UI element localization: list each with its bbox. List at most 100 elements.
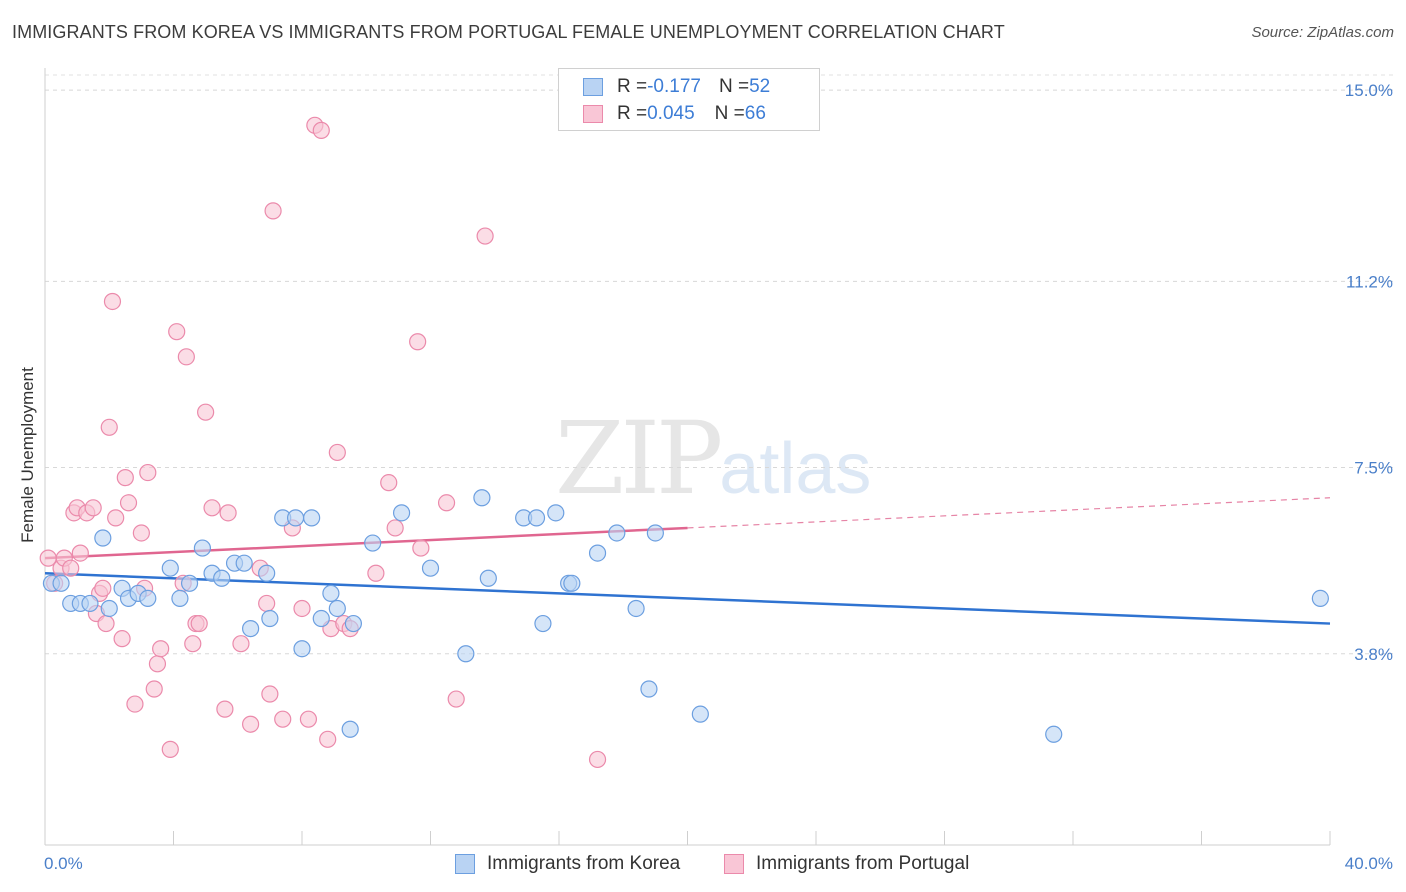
korea-point bbox=[547, 504, 565, 522]
portugal-point bbox=[168, 323, 186, 341]
portugal-point bbox=[264, 202, 282, 220]
portugal-point bbox=[116, 469, 134, 487]
portugal-point bbox=[113, 630, 131, 648]
korea-point bbox=[312, 609, 330, 628]
x-tick-label: 0.0% bbox=[44, 854, 83, 873]
korea-point bbox=[100, 599, 118, 618]
portugal-point bbox=[103, 292, 122, 311]
portugal-point bbox=[386, 519, 404, 537]
portugal-point bbox=[97, 614, 115, 633]
portugal-r-value: 0.045 bbox=[647, 103, 695, 124]
korea-n-label: N = bbox=[718, 76, 750, 97]
bottom-legend-korea: Immigrants from Korea bbox=[455, 851, 680, 877]
korea-point bbox=[364, 534, 382, 552]
korea-point bbox=[341, 720, 359, 738]
korea-trend bbox=[44, 571, 1331, 625]
portugal-r-label: R = bbox=[617, 103, 648, 124]
korea-point bbox=[213, 569, 231, 587]
korea-point bbox=[563, 574, 581, 592]
portugal-point bbox=[94, 579, 112, 597]
korea-point bbox=[235, 554, 253, 572]
portugal-point bbox=[203, 499, 221, 517]
x-tick-label: 40.0% bbox=[1345, 854, 1393, 873]
portugal-point bbox=[148, 655, 167, 673]
bottom-korea-label: Immigrants from Korea bbox=[487, 853, 681, 874]
portugal-point bbox=[216, 700, 234, 718]
watermark-atlas: atlas bbox=[719, 429, 872, 509]
portugal-point bbox=[100, 418, 118, 436]
portugal-point bbox=[319, 730, 337, 748]
portugal-point bbox=[412, 539, 430, 557]
portugal-point bbox=[184, 635, 202, 653]
korea-r-value: -0.177 bbox=[647, 76, 701, 97]
portugal-point bbox=[152, 640, 170, 658]
korea-point bbox=[94, 529, 112, 547]
portugal-point bbox=[258, 594, 276, 613]
correlation-legend: R = -0.177 N = 52 R = 0.045 N = 66 bbox=[558, 68, 820, 131]
portugal-point bbox=[126, 695, 144, 713]
korea-point bbox=[261, 609, 279, 628]
korea-point bbox=[527, 509, 546, 527]
data-points bbox=[39, 116, 1329, 769]
portugal-point bbox=[588, 750, 607, 769]
korea-point bbox=[588, 544, 607, 562]
legend-row-korea: R = -0.177 N = 52 bbox=[583, 75, 770, 99]
bottom-korea-swatch bbox=[455, 854, 475, 874]
portugal-point bbox=[197, 403, 215, 421]
portugal-point bbox=[232, 635, 250, 653]
korea-point bbox=[52, 574, 70, 592]
portugal-point bbox=[312, 121, 330, 139]
portugal-point bbox=[145, 680, 163, 698]
korea-point bbox=[534, 614, 552, 633]
portugal-point bbox=[62, 559, 80, 577]
korea-point bbox=[293, 640, 311, 658]
watermark-zip: ZIP bbox=[555, 400, 723, 517]
portugal-point bbox=[161, 740, 179, 758]
portugal-point bbox=[84, 499, 102, 517]
portugal-point bbox=[380, 474, 398, 492]
portugal-point bbox=[219, 504, 237, 522]
portugal-point bbox=[261, 685, 279, 703]
portugal-point bbox=[190, 614, 208, 633]
portugal-point bbox=[71, 544, 89, 562]
korea-point bbox=[139, 589, 157, 607]
y-tick-label: 15.0% bbox=[1345, 81, 1393, 100]
korea-point bbox=[81, 594, 99, 613]
chart-title: IMMIGRANTS FROM KOREA VS IMMIGRANTS FROM… bbox=[12, 22, 1005, 42]
portugal-point bbox=[139, 463, 157, 482]
korea-point bbox=[457, 645, 475, 663]
y-axis-title: Female Unemployment bbox=[18, 367, 37, 543]
korea-point bbox=[161, 559, 179, 577]
korea-r-label: R = bbox=[617, 76, 648, 97]
y-tick-label: 7.5% bbox=[1354, 459, 1393, 478]
korea-swatch bbox=[583, 78, 603, 96]
portugal-point bbox=[409, 333, 427, 351]
source-label: Source: ZipAtlas.com bbox=[1251, 24, 1394, 41]
portugal-point bbox=[437, 494, 456, 512]
y-tick-label: 3.8% bbox=[1354, 645, 1393, 664]
korea-point bbox=[421, 559, 440, 577]
korea-point bbox=[627, 599, 645, 618]
korea-point bbox=[640, 680, 658, 698]
korea-point bbox=[180, 574, 199, 592]
portugal-n-label: N = bbox=[714, 103, 745, 124]
korea-point bbox=[322, 584, 340, 602]
portugal-point bbox=[132, 524, 150, 542]
korea-point bbox=[303, 509, 321, 527]
portugal-point bbox=[447, 690, 465, 708]
korea-point bbox=[328, 599, 346, 618]
portugal-point bbox=[119, 494, 138, 512]
korea-point bbox=[171, 589, 189, 607]
bottom-portugal-label: Immigrants from Portugal bbox=[756, 853, 970, 874]
korea-point bbox=[193, 539, 212, 557]
portugal-point bbox=[293, 599, 311, 618]
axes bbox=[44, 68, 1331, 846]
tick-labels: 3.8% 7.5% 11.2% 15.0% 0.0% 40.0% bbox=[44, 81, 1393, 873]
korea-point bbox=[286, 509, 305, 527]
portugal-n-value: 66 bbox=[744, 103, 766, 124]
korea-point bbox=[1311, 589, 1329, 607]
korea-point bbox=[608, 524, 626, 542]
korea-point bbox=[392, 504, 411, 522]
portugal-point bbox=[177, 348, 195, 366]
